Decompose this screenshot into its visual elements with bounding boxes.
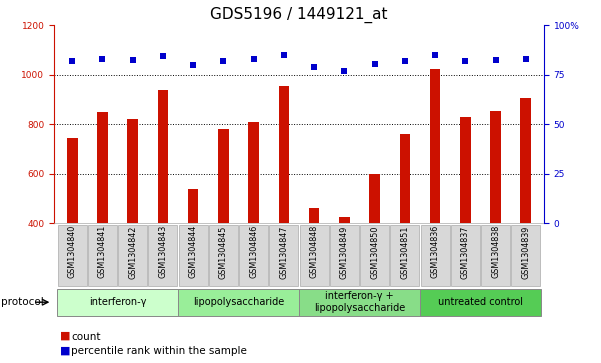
Bar <box>460 117 471 223</box>
Text: lipopolysaccharide: lipopolysaccharide <box>193 297 284 307</box>
Bar <box>520 98 531 223</box>
FancyBboxPatch shape <box>420 289 541 316</box>
Text: interferon-γ: interferon-γ <box>89 297 146 307</box>
Text: GSM1304843: GSM1304843 <box>159 225 168 278</box>
FancyBboxPatch shape <box>299 289 420 316</box>
Bar <box>97 112 108 223</box>
FancyBboxPatch shape <box>330 224 359 286</box>
Bar <box>67 138 78 223</box>
Point <box>249 56 258 62</box>
Point <box>279 52 288 58</box>
Text: ■: ■ <box>60 331 70 341</box>
Title: GDS5196 / 1449121_at: GDS5196 / 1449121_at <box>210 7 388 23</box>
Point <box>400 58 410 64</box>
Text: GSM1304850: GSM1304850 <box>370 225 379 278</box>
Point <box>310 65 319 70</box>
FancyBboxPatch shape <box>300 224 329 286</box>
Bar <box>248 122 259 223</box>
Text: GSM1304837: GSM1304837 <box>461 225 470 278</box>
Bar <box>369 174 380 223</box>
FancyBboxPatch shape <box>511 224 540 286</box>
FancyBboxPatch shape <box>57 289 178 316</box>
Point <box>128 57 138 63</box>
Text: GSM1304841: GSM1304841 <box>98 225 107 278</box>
Text: GSM1304840: GSM1304840 <box>68 225 77 278</box>
Text: GSM1304849: GSM1304849 <box>340 225 349 278</box>
FancyBboxPatch shape <box>360 224 389 286</box>
Text: GSM1304846: GSM1304846 <box>249 225 258 278</box>
Text: GSM1304838: GSM1304838 <box>491 225 500 278</box>
Point <box>430 52 440 58</box>
Bar <box>218 129 229 223</box>
Bar <box>279 86 289 223</box>
FancyBboxPatch shape <box>451 224 480 286</box>
Point <box>219 58 228 64</box>
Text: interferon-γ +
lipopolysaccharide: interferon-γ + lipopolysaccharide <box>314 291 405 313</box>
Text: GSM1304845: GSM1304845 <box>219 225 228 278</box>
FancyBboxPatch shape <box>58 224 87 286</box>
Point <box>188 62 198 68</box>
Text: GSM1304848: GSM1304848 <box>310 225 319 278</box>
Bar <box>188 189 198 223</box>
FancyBboxPatch shape <box>421 224 450 286</box>
Point <box>491 57 501 63</box>
FancyBboxPatch shape <box>481 224 510 286</box>
FancyBboxPatch shape <box>209 224 238 286</box>
Point <box>97 56 107 62</box>
FancyBboxPatch shape <box>239 224 268 286</box>
Text: percentile rank within the sample: percentile rank within the sample <box>71 346 247 356</box>
FancyBboxPatch shape <box>88 224 117 286</box>
Point <box>521 56 531 62</box>
Text: count: count <box>71 331 100 342</box>
Text: untreated control: untreated control <box>438 297 523 307</box>
FancyBboxPatch shape <box>148 224 177 286</box>
Bar <box>430 69 441 223</box>
Point <box>460 58 470 64</box>
Text: GSM1304842: GSM1304842 <box>128 225 137 278</box>
FancyBboxPatch shape <box>178 289 299 316</box>
Bar <box>400 134 410 223</box>
FancyBboxPatch shape <box>118 224 147 286</box>
Text: ■: ■ <box>60 345 70 355</box>
Bar <box>157 90 168 223</box>
Text: protocol: protocol <box>1 297 44 307</box>
Bar <box>339 217 350 223</box>
Point <box>370 61 379 67</box>
FancyBboxPatch shape <box>390 224 419 286</box>
FancyBboxPatch shape <box>269 224 298 286</box>
Bar <box>309 208 319 223</box>
Point <box>158 53 168 59</box>
Text: GSM1304839: GSM1304839 <box>521 225 530 278</box>
Point <box>340 68 349 74</box>
Text: GSM1304844: GSM1304844 <box>189 225 198 278</box>
Text: GSM1304836: GSM1304836 <box>430 225 439 278</box>
Point <box>67 58 77 64</box>
Text: GSM1304847: GSM1304847 <box>279 225 288 278</box>
Bar <box>127 119 138 223</box>
FancyBboxPatch shape <box>178 224 208 286</box>
Text: GSM1304851: GSM1304851 <box>400 225 409 278</box>
Bar <box>490 111 501 223</box>
